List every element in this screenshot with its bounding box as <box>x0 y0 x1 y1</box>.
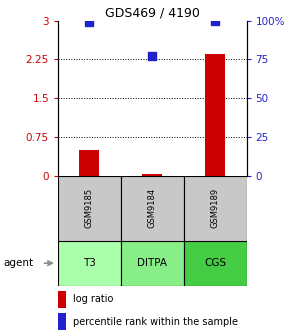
Bar <box>79 150 99 176</box>
Text: T3: T3 <box>83 258 96 268</box>
Text: CGS: CGS <box>204 258 226 268</box>
Bar <box>121 176 184 241</box>
Bar <box>58 313 66 330</box>
Bar <box>58 176 121 241</box>
Text: GSM9185: GSM9185 <box>85 188 94 228</box>
Bar <box>121 241 184 286</box>
Text: GSM9184: GSM9184 <box>148 188 157 228</box>
Point <box>150 53 155 58</box>
Text: DITPA: DITPA <box>137 258 167 268</box>
Title: GDS469 / 4190: GDS469 / 4190 <box>105 6 200 19</box>
Text: log ratio: log ratio <box>73 294 113 304</box>
Point <box>87 19 92 25</box>
Bar <box>205 54 225 176</box>
Bar <box>58 291 66 308</box>
Bar <box>184 176 246 241</box>
Bar <box>58 241 121 286</box>
Bar <box>142 174 162 176</box>
Bar <box>184 241 246 286</box>
Text: GSM9189: GSM9189 <box>211 188 220 228</box>
Text: percentile rank within the sample: percentile rank within the sample <box>73 317 238 327</box>
Text: agent: agent <box>3 258 33 268</box>
Point <box>213 18 218 24</box>
